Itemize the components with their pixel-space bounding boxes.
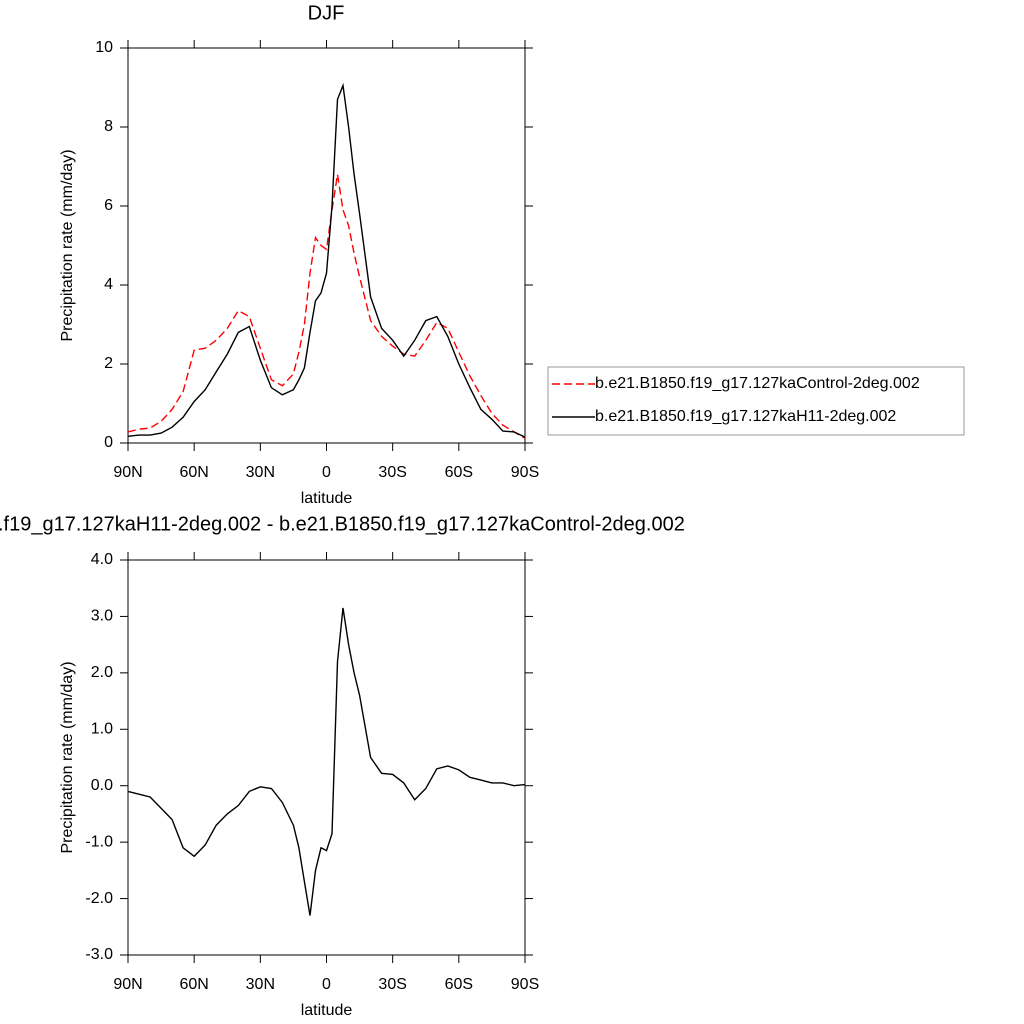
x-tick-label: 0	[322, 976, 331, 993]
legend-box	[547, 366, 965, 436]
x-tick-label: 90S	[511, 976, 539, 993]
x-axis-label: latitude	[301, 1002, 353, 1019]
x-tick-label: 0	[322, 464, 331, 481]
y-tick-label: 4	[104, 276, 113, 293]
data-line	[127, 174, 526, 439]
y-tick-label: -1.0	[85, 833, 113, 850]
y-tick-label: 2	[104, 355, 113, 372]
chart-title: DJF	[308, 2, 345, 24]
y-axis-label: Precipitation rate (mm/day)	[59, 661, 76, 853]
y-tick-label: 3.0	[91, 608, 113, 625]
x-tick-label: 60S	[445, 976, 473, 993]
x-tick-label: 90S	[511, 464, 539, 481]
y-tick-label: -2.0	[85, 890, 113, 907]
legend-label: b.e21.B1850.f19_g17.127kaControl-2deg.00…	[595, 375, 920, 392]
x-tick-label: 30N	[246, 976, 275, 993]
y-tick-label: 4.0	[91, 551, 113, 568]
chart-title: .f19_g17.127kaH11-2deg.002 - b.e21.B1850…	[0, 513, 685, 535]
x-tick-label: 60N	[179, 976, 208, 993]
y-tick-label: 6	[104, 197, 113, 214]
y-tick-label: 10	[95, 39, 113, 56]
y-tick-label: 2.0	[91, 664, 113, 681]
x-tick-label: 30S	[378, 464, 406, 481]
y-tick-label: 0.0	[91, 777, 113, 794]
x-tick-label: 60S	[445, 464, 473, 481]
y-tick-label: 0	[104, 434, 113, 451]
x-axis-label: latitude	[301, 490, 353, 507]
y-tick-label: 8	[104, 118, 113, 135]
plot-frame	[127, 47, 526, 444]
data-line	[127, 82, 526, 438]
x-tick-label: 90N	[113, 976, 142, 993]
plot-frame	[127, 559, 526, 956]
x-tick-label: 60N	[179, 464, 208, 481]
x-tick-label: 90N	[113, 464, 142, 481]
y-tick-label: 1.0	[91, 721, 113, 738]
y-axis-label: Precipitation rate (mm/day)	[59, 149, 76, 341]
y-tick-label: -3.0	[85, 946, 113, 963]
data-line	[127, 607, 526, 916]
x-tick-label: 30N	[246, 464, 275, 481]
legend-label: b.e21.B1850.f19_g17.127kaH11-2deg.002	[595, 408, 896, 425]
x-tick-label: 30S	[378, 976, 406, 993]
